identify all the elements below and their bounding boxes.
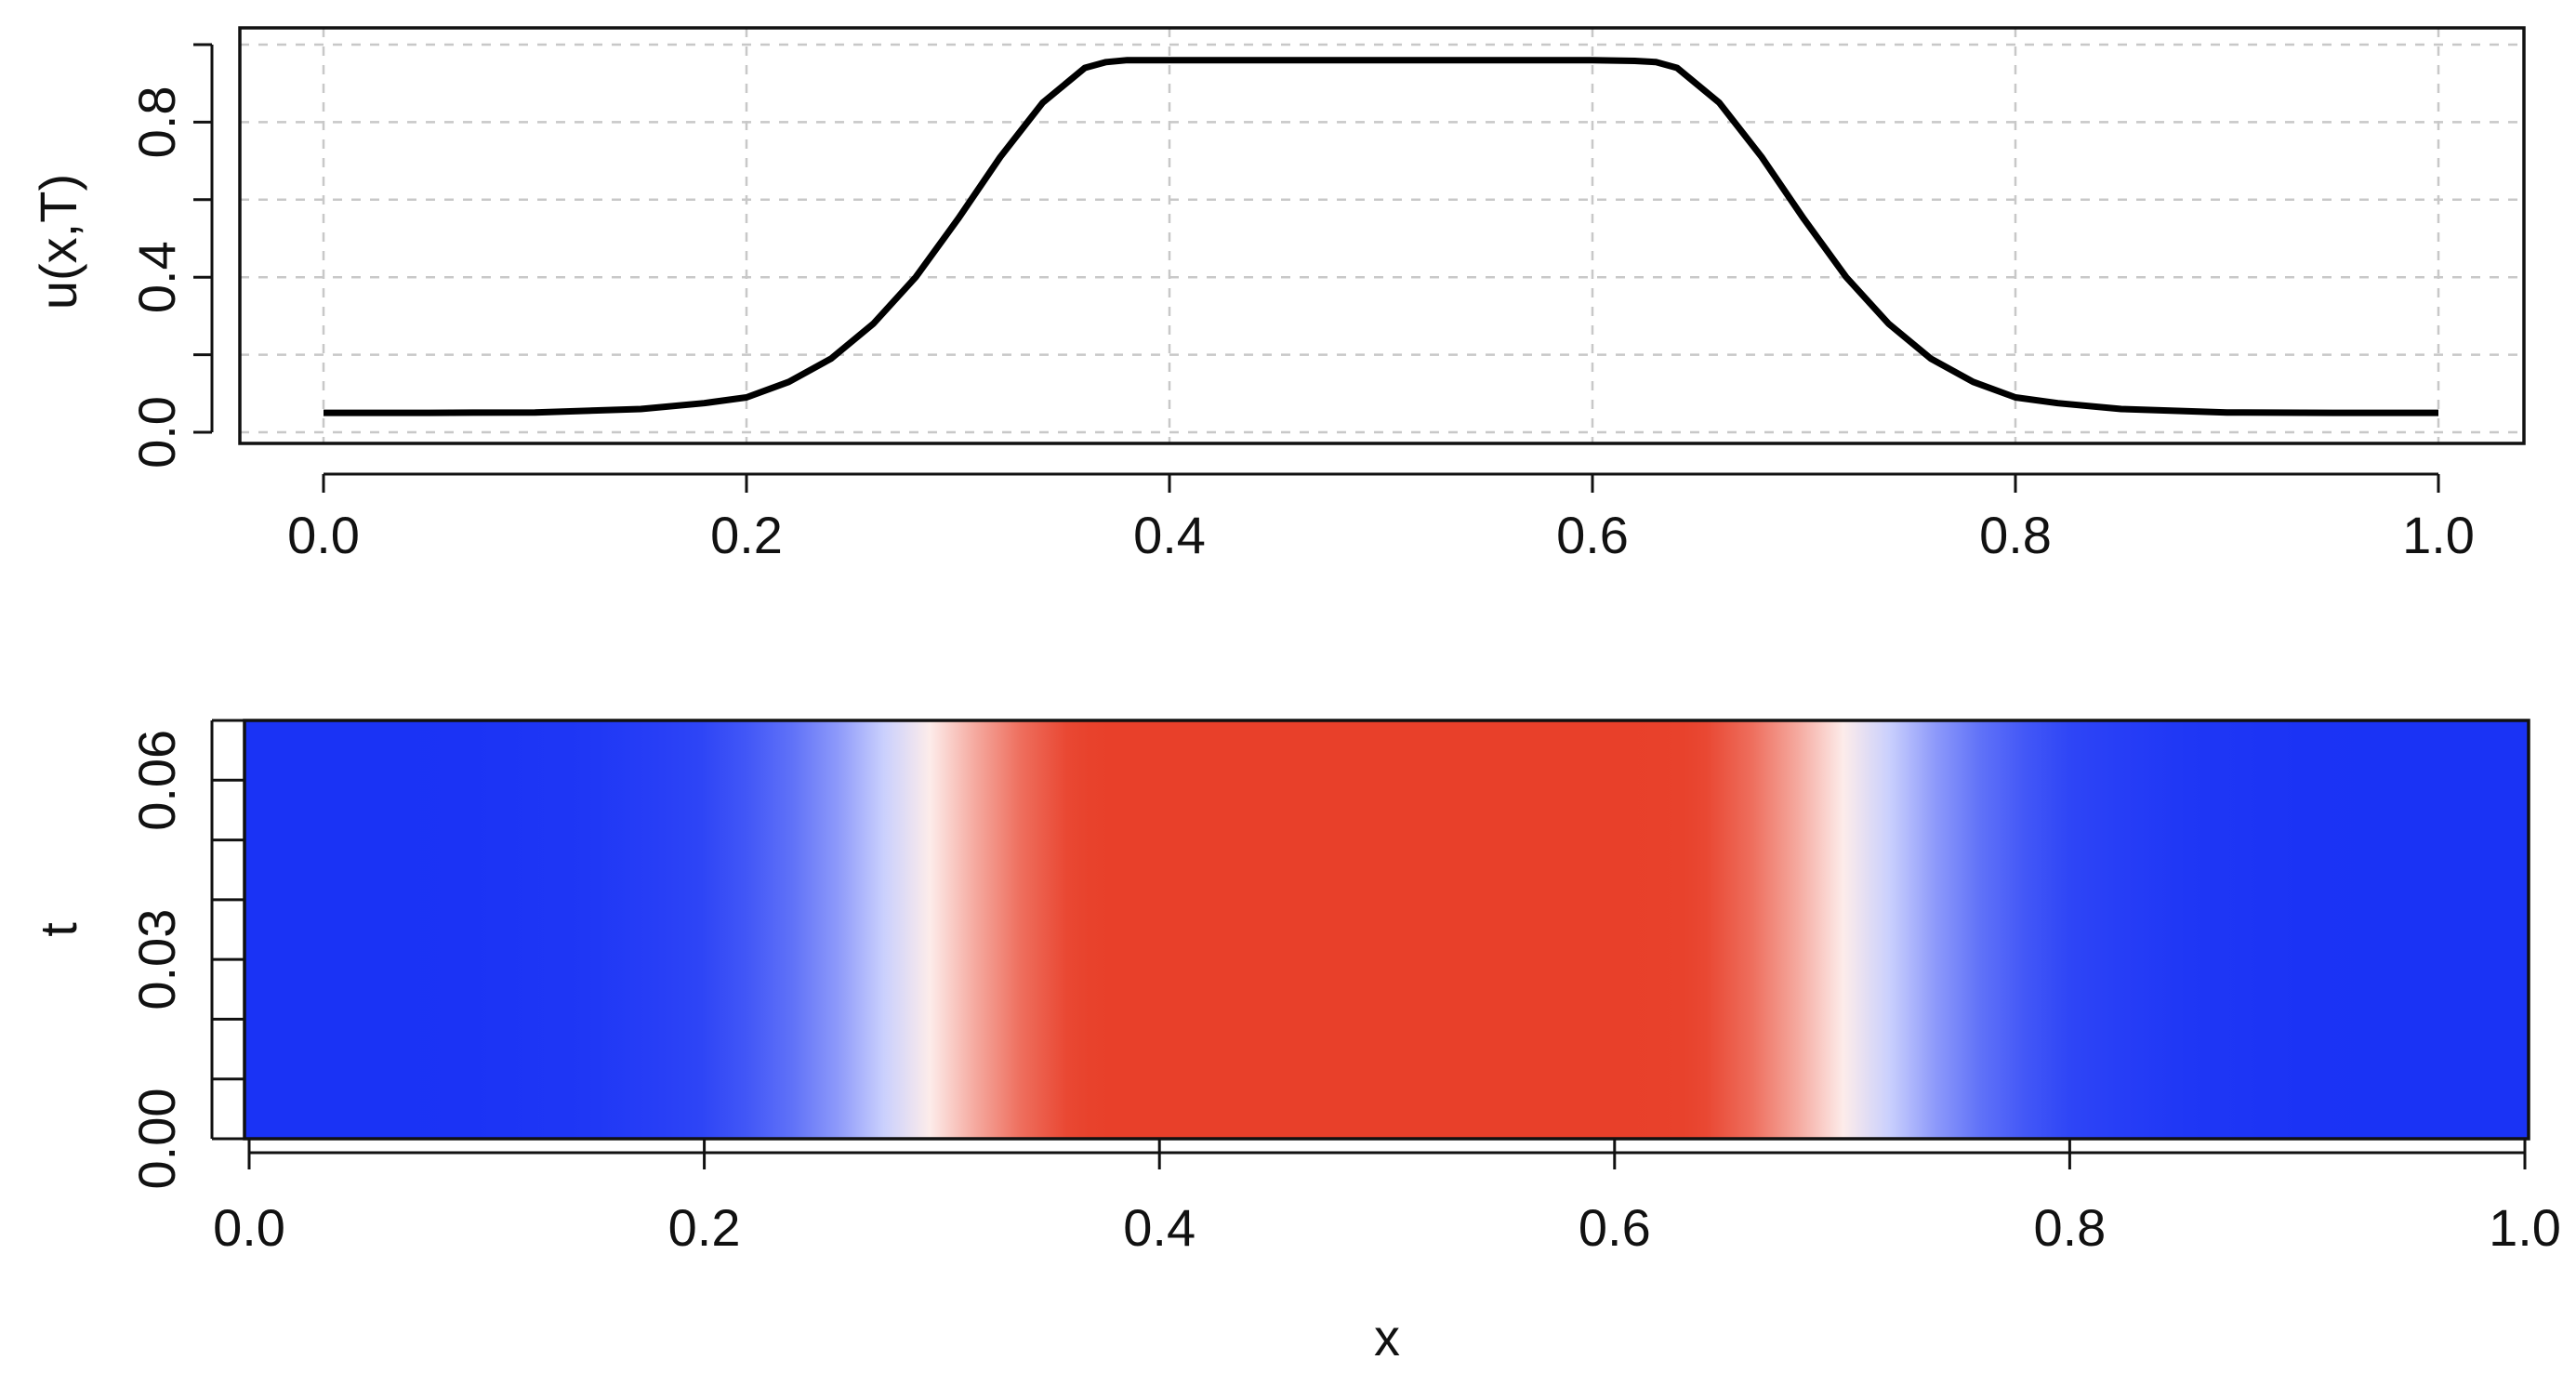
line-plot-panel: 0.0 0.2 0.4 0.6 0.8 1.0 0.0 0.4 0.8 u(x,T) — [29, 26, 2526, 564]
heatmap-panel: 0.0 0.2 0.4 0.6 0.8 1.0 0.00 0.03 0.06 x t — [29, 719, 2561, 1366]
heatmap-cells — [244, 720, 2529, 1139]
heatmap-x-axis-title: x — [1374, 1308, 1400, 1366]
x-tick-label: 0.0 — [287, 506, 360, 564]
x-tick-label: 1.0 — [2402, 506, 2475, 564]
x-tick-label: 0.8 — [1979, 506, 2052, 564]
x-tick-label: 0.4 — [1133, 506, 1206, 564]
heatmap-y-axis: 0.00 0.03 0.06 — [127, 719, 244, 1190]
x-tick-label: 0.8 — [2033, 1198, 2106, 1257]
heatmap-x-axis: 0.0 0.2 0.4 0.6 0.8 1.0 — [213, 1139, 2561, 1257]
line-plot-x-axis: 0.0 0.2 0.4 0.6 0.8 1.0 — [287, 472, 2475, 564]
y-tick-label: 0.00 — [127, 1089, 186, 1190]
line-series-curve — [324, 57, 2438, 416]
x-tick-label: 0.2 — [668, 1198, 741, 1257]
y-tick-label: 0.8 — [127, 86, 186, 158]
x-tick-label: 0.6 — [1556, 506, 1629, 564]
y-tick-label: 0.06 — [127, 730, 186, 831]
x-tick-label: 0.6 — [1579, 1198, 1651, 1257]
y-tick-label: 0.03 — [127, 909, 186, 1010]
x-tick-label: 0.4 — [1123, 1198, 1196, 1257]
heatmap-y-axis-title: t — [29, 922, 87, 937]
x-tick-label: 0.0 — [213, 1198, 285, 1257]
y-tick-label: 0.0 — [127, 396, 186, 469]
line-plot-frame — [238, 26, 2526, 445]
y-tick-label: 0.4 — [127, 241, 186, 313]
line-plot-grid — [240, 28, 2524, 443]
x-tick-label: 0.2 — [710, 506, 783, 564]
line-plot-y-axis: 0.0 0.4 0.8 — [127, 43, 214, 469]
heatmap-frame — [243, 719, 2530, 1141]
x-tick-label: 1.0 — [2489, 1198, 2561, 1257]
line-plot-y-axis-title: u(x,T) — [29, 174, 87, 310]
